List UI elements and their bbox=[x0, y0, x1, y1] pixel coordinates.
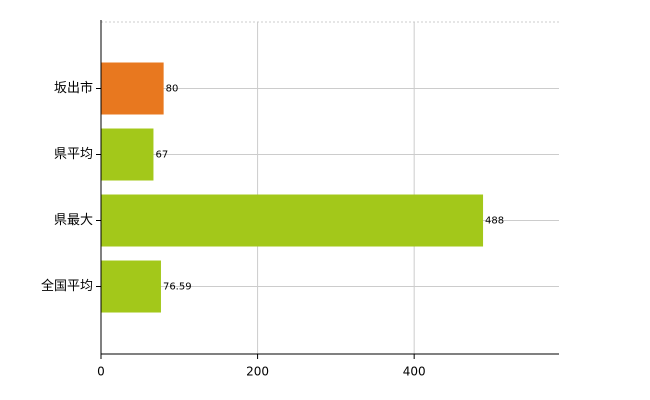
y-tick-label: 坂出市 bbox=[54, 80, 93, 96]
value-label: 76.59 bbox=[163, 282, 192, 293]
value-label: 67 bbox=[155, 150, 168, 161]
x-tick-label: 200 bbox=[246, 365, 269, 379]
value-label: 80 bbox=[166, 84, 179, 95]
y-tick-label: 県最大 bbox=[54, 213, 93, 228]
bar bbox=[101, 128, 154, 181]
bar bbox=[101, 260, 161, 313]
x-tick-label: 400 bbox=[403, 365, 426, 379]
bar bbox=[101, 62, 164, 115]
y-tick-label: 県平均 bbox=[54, 147, 93, 162]
x-tick-label: 0 bbox=[97, 365, 105, 379]
value-label: 488 bbox=[485, 216, 504, 227]
y-tick-label: 全国平均 bbox=[41, 278, 93, 294]
bar bbox=[101, 194, 484, 247]
